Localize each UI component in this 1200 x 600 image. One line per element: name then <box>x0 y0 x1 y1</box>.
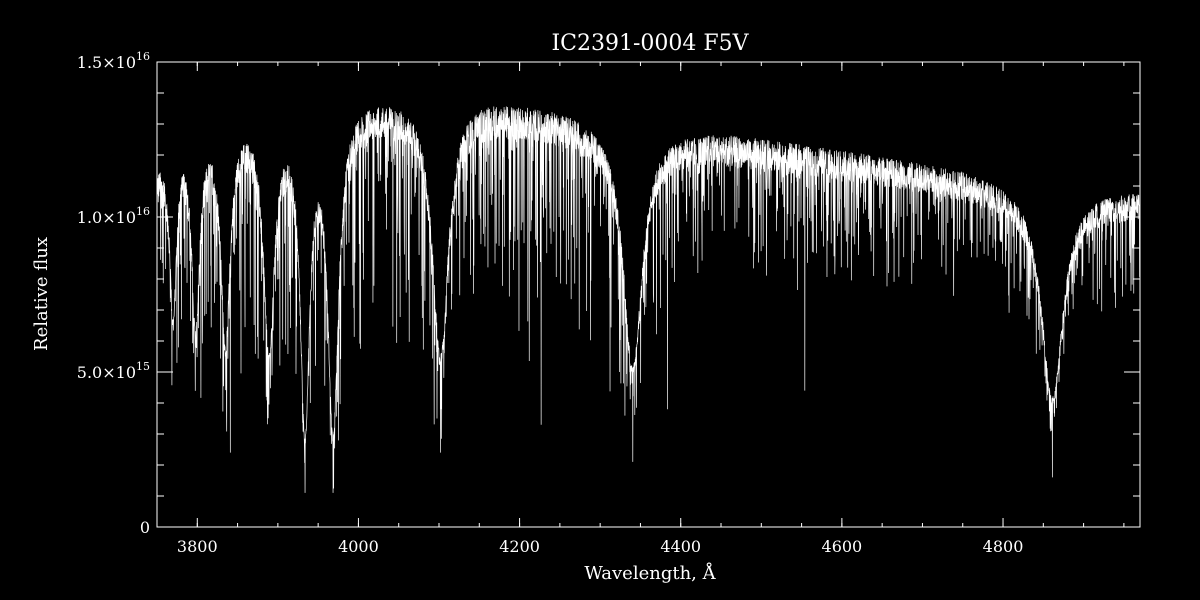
x-axis-label: Wavelength, Å <box>584 562 716 584</box>
x-tick-label: 4600 <box>822 537 863 556</box>
y-tick-mantissa: 1.5×10 <box>77 53 136 72</box>
y-tick-exponent: 16 <box>136 50 150 63</box>
y-tick-mantissa: 1.0×10 <box>77 208 136 227</box>
y-axis-label: Relative flux <box>31 237 52 351</box>
x-tick-label: 4200 <box>499 537 540 556</box>
x-tick-label: 4800 <box>983 537 1024 556</box>
plot-frame <box>156 61 1141 528</box>
y-tick-exponent: 15 <box>136 360 150 373</box>
x-tick-label: 4400 <box>660 537 701 556</box>
x-tick-label: 4000 <box>338 537 379 556</box>
spectrum-series <box>156 106 1141 493</box>
y-tick-label: 0 <box>140 518 150 537</box>
y-tick-label: 1.5×1016 <box>77 50 150 72</box>
y-tick-exponent: 16 <box>136 205 150 218</box>
spectrum-line <box>156 106 1141 493</box>
x-tick-label: 3800 <box>177 537 218 556</box>
chart-title: IC2391-0004 F5V <box>551 31 749 56</box>
axis-tick-labels: 3800 4000 4200 4400 4600 480005.0×10151.0×101… <box>77 50 1024 556</box>
y-tick-mantissa: 5.0×10 <box>77 363 136 382</box>
y-tick-mantissa: 0 <box>140 518 150 537</box>
y-tick-label: 5.0×1015 <box>77 360 150 382</box>
y-tick-label: 1.0×1016 <box>77 205 150 227</box>
